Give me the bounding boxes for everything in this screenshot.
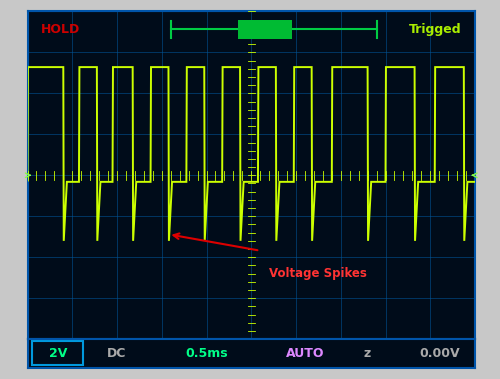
- Text: DC: DC: [108, 347, 126, 360]
- Text: 2V: 2V: [48, 347, 67, 360]
- Bar: [238, 20, 292, 39]
- Text: 0.00V: 0.00V: [419, 347, 460, 360]
- Text: z: z: [364, 347, 371, 360]
- Text: Trigged: Trigged: [409, 23, 462, 36]
- Text: AUTO: AUTO: [286, 347, 324, 360]
- Bar: [32, 341, 84, 365]
- Text: Voltage Spikes: Voltage Spikes: [269, 267, 367, 280]
- Text: 0.5ms: 0.5ms: [185, 347, 228, 360]
- Text: HOLD: HOLD: [41, 23, 80, 36]
